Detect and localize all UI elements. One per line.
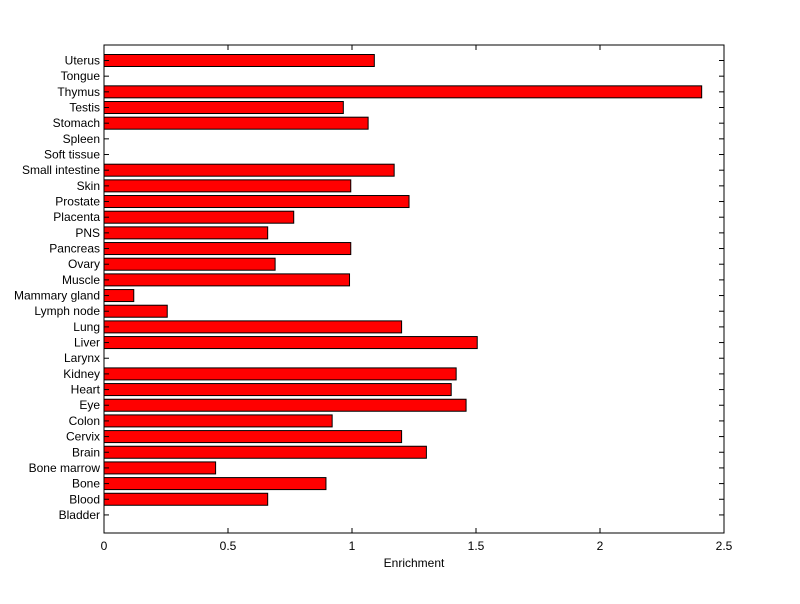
x-tick-label: 1	[349, 539, 356, 553]
category-label: Liver	[74, 336, 100, 350]
category-label: Heart	[71, 383, 101, 397]
category-label: Larynx	[64, 351, 100, 365]
category-label: Thymus	[57, 85, 100, 99]
category-label: Mammary gland	[14, 289, 100, 303]
bar-kidney	[103, 367, 457, 381]
bar-ovary	[103, 257, 276, 271]
bar-colon	[103, 414, 333, 428]
category-label: Blood	[69, 492, 100, 506]
category-label: Uterus	[65, 54, 100, 68]
category-label: Bone	[72, 477, 100, 491]
bar-cervix	[103, 430, 403, 444]
bar-prostate	[103, 195, 410, 209]
bar-stomach	[103, 116, 369, 130]
category-label: Placenta	[53, 210, 100, 224]
category-label: Kidney	[63, 367, 100, 381]
category-label: Eye	[79, 398, 100, 412]
bar-skin	[103, 179, 352, 193]
category-label: Muscle	[62, 273, 100, 287]
category-label: PNS	[75, 226, 100, 240]
x-tick-label: 2.5	[716, 539, 733, 553]
bar-eye	[103, 398, 467, 412]
plot-frame	[103, 44, 725, 534]
bar-muscle	[103, 273, 351, 287]
bar-blood	[103, 492, 269, 506]
category-label: Prostate	[55, 195, 100, 209]
bar-lung	[103, 320, 403, 334]
category-label: Brain	[72, 445, 100, 459]
category-label: Colon	[69, 414, 100, 428]
bar-pns	[103, 226, 269, 240]
category-label: Tongue	[61, 69, 101, 83]
category-label: Bone marrow	[29, 461, 101, 475]
category-label: Bladder	[59, 508, 100, 522]
category-label: Lung	[73, 320, 100, 334]
bar-testis	[103, 101, 344, 115]
bar-bone-marrow	[103, 461, 217, 475]
category-label: Cervix	[66, 430, 100, 444]
x-tick-label: 2	[597, 539, 604, 553]
bar-uterus	[103, 54, 375, 67]
x-tick-labels: 0 0.5 1 1.5 2 2.5	[101, 539, 733, 553]
category-label: Testis	[69, 101, 100, 115]
x-axis-label: Enrichment	[384, 556, 445, 570]
category-label: Ovary	[68, 257, 100, 271]
category-label: Pancreas	[49, 242, 100, 256]
bar-brain	[103, 445, 427, 459]
bar-bone	[103, 477, 327, 491]
bar-liver	[103, 336, 478, 350]
bar-lymph-node	[103, 304, 168, 318]
category-label: Lymph node	[34, 304, 100, 318]
x-tick-label: 1.5	[468, 539, 485, 553]
bars-layer	[103, 54, 703, 506]
category-label: Stomach	[53, 116, 100, 130]
category-label: Soft tissue	[44, 148, 100, 162]
x-tick-label: 0.5	[220, 539, 237, 553]
category-label: Skin	[77, 179, 100, 193]
category-label: Spleen	[63, 132, 100, 146]
bar-small-intestine	[103, 163, 395, 177]
bar-thymus	[103, 85, 703, 99]
bar-heart	[103, 383, 452, 397]
category-label: Small intestine	[22, 163, 100, 177]
bar-placenta	[103, 210, 295, 224]
bar-pancreas	[103, 242, 352, 256]
x-tick-label: 0	[101, 539, 108, 553]
